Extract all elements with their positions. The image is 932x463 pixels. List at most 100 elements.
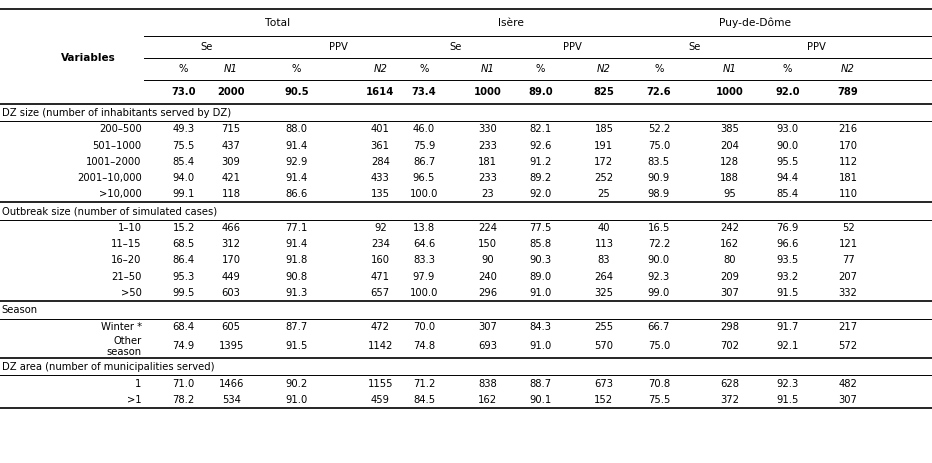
Text: 100.0: 100.0 bbox=[410, 288, 438, 298]
Text: 673: 673 bbox=[595, 379, 613, 388]
Text: 95.5: 95.5 bbox=[776, 157, 799, 167]
Text: Total: Total bbox=[266, 18, 290, 28]
Text: 264: 264 bbox=[595, 272, 613, 282]
Text: %: % bbox=[654, 64, 664, 74]
Text: 88.7: 88.7 bbox=[529, 379, 552, 388]
Text: 181: 181 bbox=[839, 173, 857, 183]
Text: 200–500: 200–500 bbox=[99, 125, 142, 134]
Text: Se: Se bbox=[449, 42, 462, 52]
Text: 1395: 1395 bbox=[218, 341, 244, 351]
Text: 77: 77 bbox=[842, 256, 855, 265]
Text: 77.5: 77.5 bbox=[529, 223, 552, 233]
Text: 284: 284 bbox=[371, 157, 390, 167]
Text: 91.5: 91.5 bbox=[776, 288, 799, 298]
Text: N2: N2 bbox=[374, 64, 387, 74]
Text: 83.5: 83.5 bbox=[648, 157, 670, 167]
Text: 84.5: 84.5 bbox=[413, 395, 435, 405]
Text: 88.0: 88.0 bbox=[285, 125, 308, 134]
Text: 501–1000: 501–1000 bbox=[92, 141, 142, 150]
Text: 471: 471 bbox=[371, 272, 390, 282]
Text: 2001–10,000: 2001–10,000 bbox=[77, 173, 142, 183]
Text: 92.3: 92.3 bbox=[776, 379, 799, 388]
Text: 85.4: 85.4 bbox=[776, 189, 799, 199]
Text: 49.3: 49.3 bbox=[172, 125, 195, 134]
Text: 252: 252 bbox=[595, 173, 613, 183]
Text: 74.9: 74.9 bbox=[172, 341, 195, 351]
Text: 312: 312 bbox=[222, 239, 240, 249]
Text: 296: 296 bbox=[478, 288, 497, 298]
Text: Se: Se bbox=[688, 42, 701, 52]
Text: 118: 118 bbox=[222, 189, 240, 199]
Text: 13.8: 13.8 bbox=[413, 223, 435, 233]
Text: 309: 309 bbox=[222, 157, 240, 167]
Text: 330: 330 bbox=[478, 125, 497, 134]
Text: 437: 437 bbox=[222, 141, 240, 150]
Text: 73.4: 73.4 bbox=[412, 87, 436, 97]
Text: 135: 135 bbox=[371, 189, 390, 199]
Text: 459: 459 bbox=[371, 395, 390, 405]
Text: 242: 242 bbox=[720, 223, 739, 233]
Text: 90.5: 90.5 bbox=[284, 87, 308, 97]
Text: 96.5: 96.5 bbox=[413, 173, 435, 183]
Text: 71.2: 71.2 bbox=[413, 379, 435, 388]
Text: 472: 472 bbox=[371, 322, 390, 332]
Text: 90: 90 bbox=[481, 256, 494, 265]
Text: 170: 170 bbox=[839, 141, 857, 150]
Text: 91.4: 91.4 bbox=[285, 141, 308, 150]
Text: 92.3: 92.3 bbox=[648, 272, 670, 282]
Text: 2000: 2000 bbox=[217, 87, 245, 97]
Text: 64.6: 64.6 bbox=[413, 239, 435, 249]
Text: 693: 693 bbox=[478, 341, 497, 351]
Text: 307: 307 bbox=[839, 395, 857, 405]
Text: 75.5: 75.5 bbox=[172, 141, 195, 150]
Text: %: % bbox=[419, 64, 429, 74]
Text: 92.0: 92.0 bbox=[775, 87, 800, 97]
Text: 150: 150 bbox=[478, 239, 497, 249]
Text: 99.0: 99.0 bbox=[648, 288, 670, 298]
Text: 66.7: 66.7 bbox=[648, 322, 670, 332]
Text: 73.0: 73.0 bbox=[171, 87, 196, 97]
Text: 90.3: 90.3 bbox=[529, 256, 552, 265]
Text: 113: 113 bbox=[595, 239, 613, 249]
Text: 188: 188 bbox=[720, 173, 739, 183]
Text: 91.5: 91.5 bbox=[776, 395, 799, 405]
Text: 90.0: 90.0 bbox=[648, 256, 670, 265]
Text: 99.5: 99.5 bbox=[172, 288, 195, 298]
Text: 112: 112 bbox=[839, 157, 857, 167]
Text: 89.0: 89.0 bbox=[528, 87, 553, 97]
Text: 209: 209 bbox=[720, 272, 739, 282]
Text: 1000: 1000 bbox=[473, 87, 501, 97]
Text: 715: 715 bbox=[222, 125, 240, 134]
Text: 76.9: 76.9 bbox=[776, 223, 799, 233]
Text: 74.8: 74.8 bbox=[413, 341, 435, 351]
Text: 332: 332 bbox=[839, 288, 857, 298]
Text: 83: 83 bbox=[597, 256, 610, 265]
Text: 217: 217 bbox=[839, 322, 857, 332]
Text: Isère: Isère bbox=[498, 18, 524, 28]
Text: PPV: PPV bbox=[563, 42, 582, 52]
Text: 80: 80 bbox=[723, 256, 736, 265]
Text: 90.2: 90.2 bbox=[285, 379, 308, 388]
Text: 1614: 1614 bbox=[366, 87, 394, 97]
Text: N1: N1 bbox=[723, 64, 736, 74]
Text: 92.9: 92.9 bbox=[285, 157, 308, 167]
Text: 191: 191 bbox=[595, 141, 613, 150]
Text: 534: 534 bbox=[222, 395, 240, 405]
Text: 90.8: 90.8 bbox=[285, 272, 308, 282]
Text: Puy-de-Dôme: Puy-de-Dôme bbox=[719, 18, 791, 28]
Text: 385: 385 bbox=[720, 125, 739, 134]
Text: 181: 181 bbox=[478, 157, 497, 167]
Text: 97.9: 97.9 bbox=[413, 272, 435, 282]
Text: 628: 628 bbox=[720, 379, 739, 388]
Text: 15.2: 15.2 bbox=[172, 223, 195, 233]
Text: 825: 825 bbox=[594, 87, 614, 97]
Text: 83.3: 83.3 bbox=[413, 256, 435, 265]
Text: 93.2: 93.2 bbox=[776, 272, 799, 282]
Text: 91.3: 91.3 bbox=[285, 288, 308, 298]
Text: 307: 307 bbox=[720, 288, 739, 298]
Text: 1142: 1142 bbox=[367, 341, 393, 351]
Text: 95.3: 95.3 bbox=[172, 272, 195, 282]
Text: Other
season: Other season bbox=[106, 336, 142, 357]
Text: 1155: 1155 bbox=[367, 379, 393, 388]
Text: 657: 657 bbox=[371, 288, 390, 298]
